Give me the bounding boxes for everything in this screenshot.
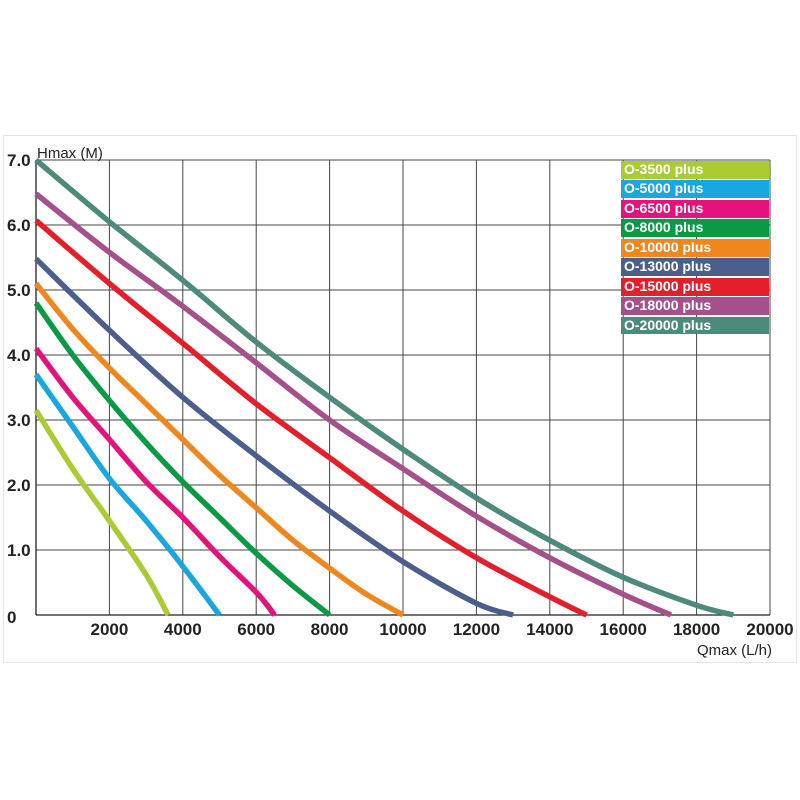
legend-label: O-20000 plus (624, 316, 712, 333)
legend-label: O-5000 plus (624, 180, 704, 197)
legend-item: O-5000 plus (621, 180, 769, 199)
y-tick-label: 1.0 (7, 541, 31, 560)
series-line-o-15000-plus (34, 218, 588, 618)
series-line-o-5000-plus (33, 372, 222, 617)
legend-label: O-15000 plus (624, 277, 712, 294)
legend-item: O-10000 plus (621, 238, 769, 257)
legend-item: O-15000 plus (621, 277, 769, 296)
x-tick-label: 14000 (526, 620, 573, 639)
legend-item: O-20000 plus (621, 316, 769, 335)
series-line-o-10000-plus (33, 281, 405, 618)
series-line-o-6500-plus (33, 346, 277, 617)
x-tick-label: 6000 (237, 620, 275, 639)
chart-legend: O-3500 plus O-5000 plus O-6500 plus O-8000 … (621, 161, 769, 336)
y-tick-label: 7.0 (7, 151, 31, 170)
series-line-o-8000-plus (33, 301, 332, 618)
legend-label: O-13000 plus (624, 258, 712, 275)
y-tick-label: 0 (7, 608, 16, 627)
legend-label: O-3500 plus (624, 161, 704, 177)
legend-item: O-13000 plus (621, 258, 769, 277)
y-tick-label: 3.0 (7, 411, 31, 430)
x-tick-label: 2000 (90, 620, 128, 639)
series-line-o-13000-plus (34, 256, 514, 618)
series-line-o-3500-plus (33, 408, 171, 617)
legend-item: O-8000 plus (621, 219, 769, 238)
y-tick-label: 2.0 (7, 476, 31, 495)
x-axis-title: Qmax (L/h) (697, 642, 772, 659)
legend-item: O-18000 plus (621, 297, 769, 315)
x-tick-label: 4000 (164, 620, 202, 639)
x-tick-label: 12000 (453, 620, 500, 639)
y-tick-label: 6.0 (7, 216, 31, 235)
legend-label: O-18000 plus (624, 297, 712, 314)
x-tick-label: 16000 (600, 620, 647, 639)
legend-label: O-10000 plus (624, 238, 712, 255)
chart-frame (3, 135, 797, 663)
x-tick-label: 18000 (673, 620, 720, 639)
x-tick-label: 10000 (379, 620, 426, 639)
series-line-o-18000-plus (34, 191, 673, 618)
x-tick-label: 20000 (746, 620, 793, 639)
legend-item: O-6500 plus (621, 199, 769, 218)
legend-label: O-8000 plus (624, 219, 704, 236)
legend-item: O-3500 plus (621, 161, 769, 179)
y-tick-label: 4.0 (7, 346, 31, 365)
x-tick-label: 8000 (311, 620, 349, 639)
legend-label: O-6500 plus (624, 199, 704, 216)
y-tick-label: 5.0 (7, 281, 31, 300)
series-line-o-20000-plus (34, 157, 734, 618)
y-axis-title: Hmax (M) (37, 145, 103, 162)
